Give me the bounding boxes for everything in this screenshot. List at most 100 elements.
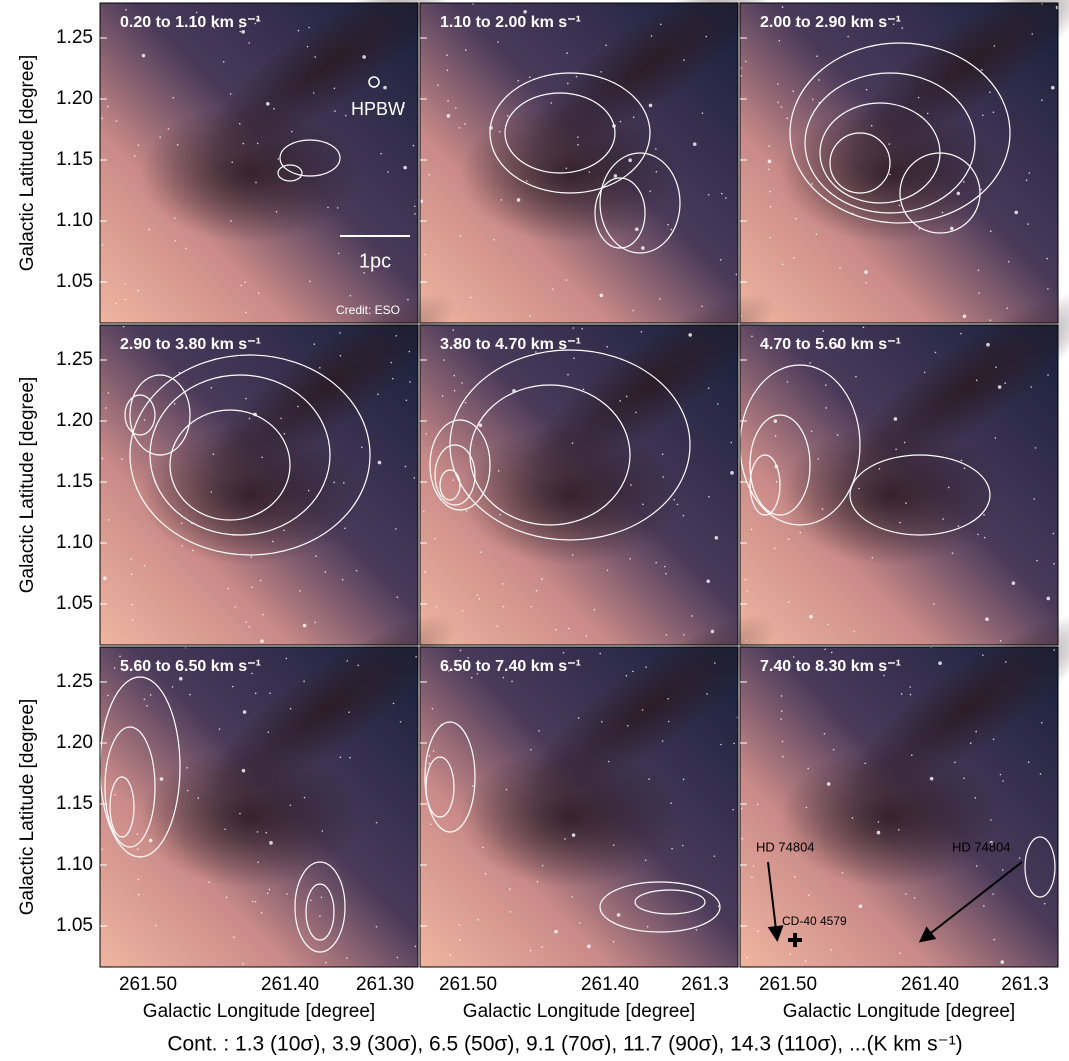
star: [554, 929, 558, 934]
star: [455, 107, 457, 109]
star: [174, 239, 177, 242]
y-tick-label: 1.05: [56, 271, 93, 292]
star: [210, 386, 213, 389]
star: [461, 610, 464, 612]
star: [464, 401, 467, 404]
contour: [277, 164, 303, 182]
star: [807, 894, 810, 897]
star: [740, 74, 742, 77]
star: [248, 625, 251, 628]
star: [272, 540, 274, 543]
star: [435, 606, 438, 608]
star: [453, 374, 456, 377]
star: [459, 664, 462, 667]
star: [794, 876, 796, 878]
star: [893, 417, 898, 421]
panel-border: [739, 646, 1059, 968]
star: [864, 270, 868, 274]
star: [536, 880, 539, 883]
star: [634, 227, 639, 232]
star: [555, 628, 557, 631]
star: [658, 298, 661, 300]
star: [180, 522, 183, 525]
star: [464, 49, 467, 51]
star: [888, 143, 891, 145]
star: [903, 441, 906, 444]
star: [387, 171, 389, 173]
star: [1027, 223, 1029, 225]
star: [500, 199, 503, 201]
y-tick-label: 1.15: [56, 149, 93, 170]
star: [830, 948, 833, 951]
star: [682, 778, 685, 781]
credit: Credit: ESO: [336, 303, 400, 317]
star: [189, 693, 191, 696]
star: [472, 3, 474, 5]
star: [929, 776, 934, 781]
star: [528, 76, 531, 78]
star: [130, 573, 133, 576]
star: [969, 742, 972, 744]
star: [312, 92, 315, 94]
star: [980, 69, 983, 71]
star: [824, 384, 827, 386]
star: [581, 327, 583, 330]
star: [997, 385, 1002, 389]
y-tick-label: 1.20: [56, 410, 93, 431]
dark-cloud: [780, 747, 1000, 887]
star: [899, 521, 901, 524]
star: [606, 569, 609, 572]
star: [404, 465, 407, 468]
star: [613, 174, 618, 178]
contour: [425, 756, 455, 818]
contour: [449, 349, 691, 541]
star: [267, 731, 270, 734]
star: [905, 893, 907, 895]
star: [290, 130, 293, 133]
star: [982, 114, 984, 117]
star: [864, 762, 866, 765]
star: [877, 821, 880, 823]
star: [951, 552, 954, 554]
star: [137, 893, 140, 896]
star: [701, 112, 704, 115]
star: [787, 601, 790, 603]
star: [155, 924, 157, 927]
star: [983, 905, 985, 907]
y-tick-label: 1.05: [56, 593, 93, 614]
star: [212, 453, 215, 456]
contour: [104, 726, 156, 848]
star: [809, 362, 811, 364]
star: [792, 656, 795, 658]
star: [333, 87, 336, 90]
star: [357, 664, 359, 667]
star: [780, 106, 783, 108]
star: [422, 510, 425, 513]
star: [434, 537, 436, 540]
star: [309, 280, 311, 283]
star: [862, 326, 865, 329]
star: [414, 205, 416, 208]
star: [303, 796, 306, 799]
star: [497, 41, 499, 43]
star: [989, 91, 991, 94]
panel-border: [99, 2, 419, 324]
star: [171, 686, 174, 688]
star: [244, 311, 247, 314]
star: [431, 707, 434, 710]
star: [375, 925, 378, 928]
star: [585, 635, 588, 637]
star: [587, 944, 591, 949]
star: [106, 694, 109, 697]
star: [751, 335, 753, 338]
star: [459, 235, 462, 237]
star: [641, 709, 644, 711]
x-axis-title: Galactic Longitude [degree]: [463, 1001, 695, 1022]
star: [777, 101, 779, 104]
star: [909, 686, 912, 688]
y-tick-label: 1.25: [56, 671, 93, 692]
star: [227, 587, 230, 590]
star: [346, 957, 348, 959]
star: [343, 481, 345, 484]
star: [720, 743, 722, 746]
